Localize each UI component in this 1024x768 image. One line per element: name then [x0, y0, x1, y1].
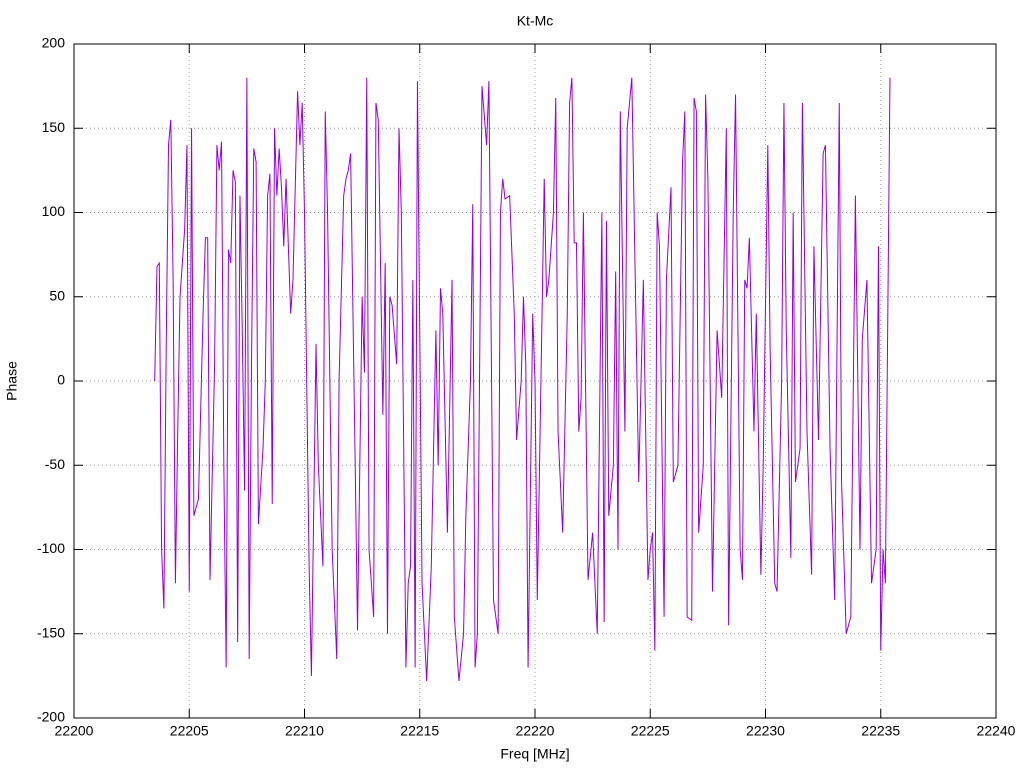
x-tick-label: 22230	[746, 723, 785, 739]
x-tick-label: 22225	[631, 723, 670, 739]
y-tick-label: -200	[37, 709, 65, 725]
y-tick-label: 50	[49, 287, 65, 303]
plot-area	[154, 77, 891, 681]
x-tick-label: 22240	[977, 723, 1016, 739]
y-tick-label: -100	[37, 540, 65, 556]
y-tick-label: 200	[42, 35, 66, 51]
y-tick-label: 150	[42, 119, 66, 135]
x-tick-label: 22220	[516, 723, 555, 739]
x-tick-label: 22215	[400, 723, 439, 739]
y-tick-label: -50	[45, 456, 65, 472]
x-tick-label: 22200	[55, 723, 94, 739]
chart-title: Kt-Mc	[517, 13, 554, 29]
x-tick-label: 22205	[170, 723, 209, 739]
y-tick-label: -150	[37, 624, 65, 640]
y-tick-label: 0	[57, 372, 65, 388]
y-tick-label: 100	[42, 203, 66, 219]
x-tick-label: 22235	[861, 723, 900, 739]
x-tick-label: 22210	[285, 723, 324, 739]
plot-frame	[73, 43, 997, 719]
x-axis-label: Freq [MHz]	[500, 746, 569, 762]
y-axis-label: Phase	[4, 361, 20, 401]
data-line	[154, 77, 891, 681]
